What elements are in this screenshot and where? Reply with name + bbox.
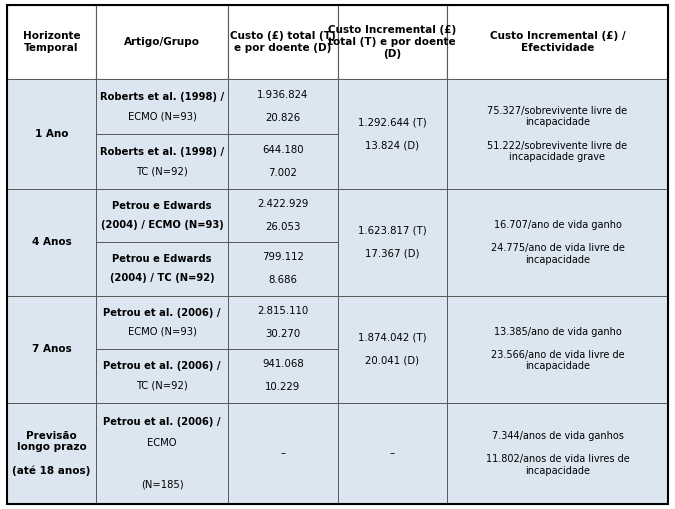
Bar: [96, 242, 228, 296]
Text: Custo Incremental (£)
total (T) e por doente
(D): Custo Incremental (£) total (T) e por do…: [328, 25, 456, 59]
Text: 644.180

7.002: 644.180 7.002: [262, 145, 304, 178]
Bar: [7, 79, 96, 189]
Text: Petrou et al. (2006) /: Petrou et al. (2006) /: [103, 361, 221, 371]
Bar: [447, 403, 668, 504]
Text: (2004) / TC (N=92): (2004) / TC (N=92): [110, 273, 215, 284]
Text: TC (N=92): TC (N=92): [136, 166, 188, 176]
Bar: [96, 134, 228, 189]
Bar: [447, 189, 668, 296]
Bar: [96, 296, 228, 349]
Text: Custo (£) total (T)
e por doente (D): Custo (£) total (T) e por doente (D): [230, 31, 335, 53]
Bar: [228, 242, 338, 296]
Text: Artigo/Grupo: Artigo/Grupo: [124, 37, 200, 47]
Text: Petrou et al. (2006) /: Petrou et al. (2006) /: [103, 308, 221, 318]
Bar: [338, 189, 447, 296]
Bar: [7, 5, 96, 79]
Text: 13.385/ano de vida ganho

23.566/ano de vida livre de
incapacidade: 13.385/ano de vida ganho 23.566/ano de v…: [491, 327, 624, 372]
Bar: [96, 349, 228, 403]
Text: 2.422.929

26.053: 2.422.929 26.053: [257, 199, 308, 232]
Bar: [96, 5, 228, 79]
Text: Roberts et al. (1998) /: Roberts et al. (1998) /: [100, 92, 224, 102]
Text: 1.874.042 (T)

20.041 (D): 1.874.042 (T) 20.041 (D): [358, 332, 427, 365]
Text: (2004) / ECMO (N=93): (2004) / ECMO (N=93): [101, 220, 223, 230]
Text: 7.344/anos de vida ganhos

11.802/anos de vida livres de
incapacidade: 7.344/anos de vida ganhos 11.802/anos de…: [485, 431, 629, 475]
Text: Roberts et al. (1998) /: Roberts et al. (1998) /: [100, 147, 224, 157]
Text: 1.936.824

20.826: 1.936.824 20.826: [257, 90, 308, 123]
Bar: [228, 296, 338, 349]
Bar: [96, 79, 228, 134]
Bar: [228, 189, 338, 242]
Bar: [338, 79, 447, 189]
Text: TC (N=92): TC (N=92): [136, 380, 188, 390]
Text: 941.068

10.229: 941.068 10.229: [262, 359, 304, 392]
Bar: [447, 5, 668, 79]
Text: 1.292.644 (T)

13.824 (D): 1.292.644 (T) 13.824 (D): [358, 117, 427, 151]
Bar: [338, 403, 447, 504]
Bar: [96, 403, 228, 504]
Text: 7 Anos: 7 Anos: [32, 344, 72, 354]
Text: Petrou et al. (2006) /: Petrou et al. (2006) /: [103, 416, 221, 427]
Bar: [228, 403, 338, 504]
Text: 1.623.817 (T)

17.367 (D): 1.623.817 (T) 17.367 (D): [358, 225, 427, 259]
Text: 75.327/sobrevivente livre de
incapacidade

51.222/sobrevivente livre de
incapaci: 75.327/sobrevivente livre de incapacidad…: [487, 106, 628, 162]
Text: 2.815.110

30.270: 2.815.110 30.270: [257, 306, 308, 339]
Bar: [7, 189, 96, 296]
Text: Horizonte
Temporal: Horizonte Temporal: [22, 31, 80, 53]
Bar: [7, 296, 96, 403]
Text: Custo Incremental (£) /
Efectividade: Custo Incremental (£) / Efectividade: [489, 31, 625, 53]
Text: 4 Anos: 4 Anos: [32, 237, 72, 247]
Bar: [228, 5, 338, 79]
Bar: [7, 403, 96, 504]
Text: ECMO (N=93): ECMO (N=93): [128, 111, 196, 121]
Bar: [96, 189, 228, 242]
Bar: [228, 79, 338, 134]
Text: 16.707/ano de vida ganho

24.775/ano de vida livre de
incapacidade: 16.707/ano de vida ganho 24.775/ano de v…: [491, 220, 624, 265]
Bar: [447, 296, 668, 403]
Text: (N=185): (N=185): [141, 480, 184, 490]
Bar: [447, 79, 668, 189]
Bar: [338, 5, 447, 79]
Bar: [338, 296, 447, 403]
Text: 799.112

8.686: 799.112 8.686: [262, 252, 304, 286]
Text: –: –: [280, 448, 286, 458]
Text: ECMO (N=93): ECMO (N=93): [128, 327, 196, 337]
Text: Previsão
longo prazo

(até 18 anos): Previsão longo prazo (até 18 anos): [12, 431, 90, 476]
Text: ECMO: ECMO: [147, 438, 177, 447]
Text: Petrou e Edwards: Petrou e Edwards: [113, 254, 212, 264]
Bar: [228, 134, 338, 189]
Text: Petrou e Edwards: Petrou e Edwards: [113, 201, 212, 211]
Text: –: –: [389, 448, 395, 458]
Bar: [228, 349, 338, 403]
Text: 1 Ano: 1 Ano: [34, 129, 68, 139]
